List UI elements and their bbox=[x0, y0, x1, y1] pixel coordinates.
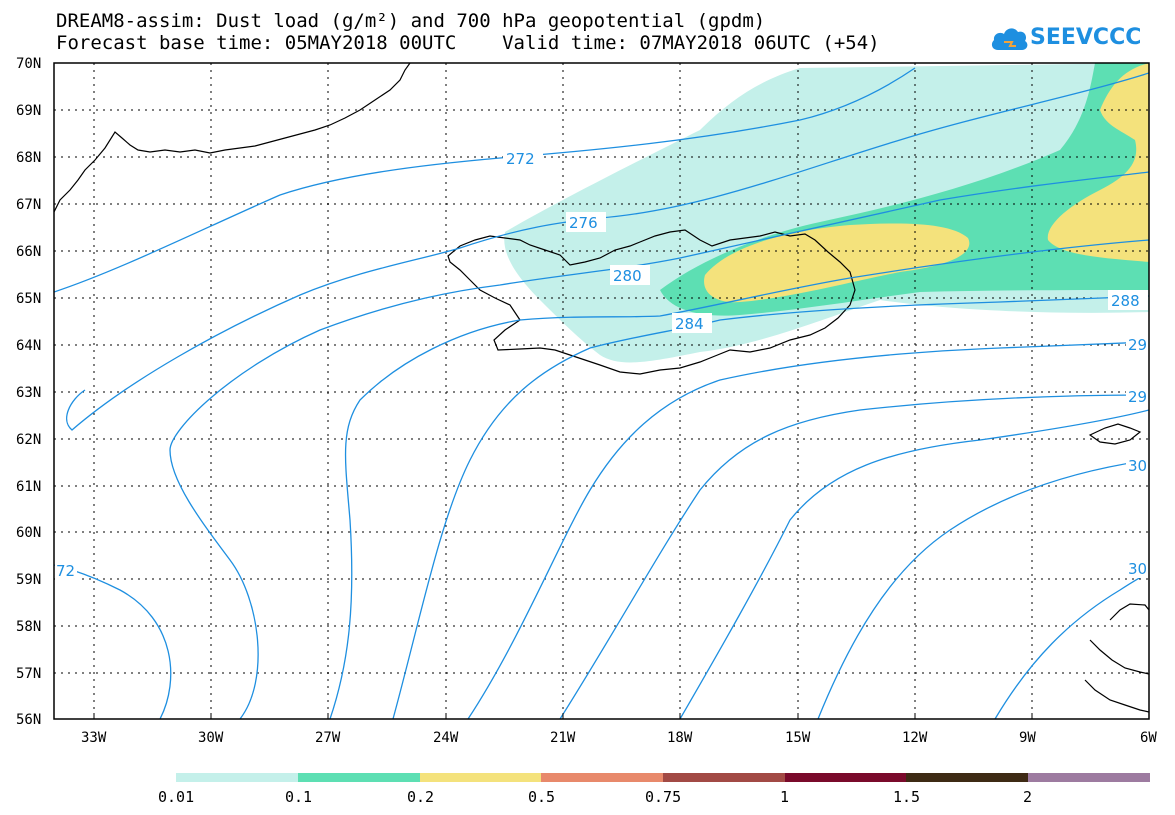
lat-label: 69N bbox=[16, 103, 41, 119]
lon-label: 9W bbox=[1019, 730, 1036, 746]
lon-label: 12W bbox=[902, 730, 928, 746]
contour-line-308 bbox=[994, 571, 1149, 719]
geopotential-contours bbox=[54, 67, 1149, 719]
legend-label: 1.5 bbox=[893, 788, 920, 806]
legend-label: 0.5 bbox=[528, 788, 555, 806]
lon-label: 21W bbox=[550, 730, 576, 746]
faroe-coast bbox=[1088, 423, 1142, 445]
greenland-coast bbox=[54, 63, 411, 213]
contour-label: 30 bbox=[1128, 560, 1147, 578]
logo-text: SEEVCCC bbox=[1030, 25, 1142, 50]
contour-line-304 bbox=[817, 459, 1149, 719]
legend-label: 0.2 bbox=[407, 788, 434, 806]
dust-area-02b bbox=[1047, 63, 1149, 262]
lat-label: 70N bbox=[16, 56, 41, 72]
contour-label: 284 bbox=[675, 315, 704, 333]
contour-label-group: 272 276 280 284 288 29 29 30 30 72 bbox=[55, 148, 1149, 580]
lat-label: 66N bbox=[16, 244, 41, 260]
legend-swatch bbox=[420, 773, 541, 782]
legend-swatch bbox=[176, 773, 298, 782]
lon-label: 33W bbox=[81, 730, 107, 746]
contour-label: 272 bbox=[506, 150, 535, 168]
lon-label: 30W bbox=[198, 730, 224, 746]
contour-line-292 bbox=[467, 341, 1149, 719]
scotland-coast bbox=[1084, 603, 1149, 713]
contour-label: 29 bbox=[1128, 336, 1147, 354]
legend-label: 0.1 bbox=[285, 788, 312, 806]
lon-label: 24W bbox=[433, 730, 459, 746]
lat-label: 59N bbox=[16, 572, 41, 588]
cloud-icon bbox=[991, 28, 1028, 50]
legend-swatch bbox=[785, 773, 906, 782]
map-frame bbox=[53, 62, 1150, 720]
lat-label: 56N bbox=[16, 712, 41, 728]
lon-labels: 33W 30W 27W 24W 21W 18W 15W 12W 9W 6W bbox=[81, 730, 1157, 746]
dust-area-02 bbox=[704, 223, 970, 303]
contour-label: 288 bbox=[1111, 292, 1140, 310]
lat-label: 60N bbox=[16, 525, 41, 541]
lat-labels: 70N 69N 68N 67N 66N 65N 64N 63N 62N 61N … bbox=[16, 56, 41, 728]
lon-label: 15W bbox=[785, 730, 811, 746]
lat-label: 61N bbox=[16, 479, 41, 495]
map-title: DREAM8-assim: Dust load (g/m²) and 700 h… bbox=[56, 10, 766, 32]
contour-label: 29 bbox=[1128, 388, 1147, 406]
lon-label: 18W bbox=[667, 730, 693, 746]
lat-label: 57N bbox=[16, 666, 41, 682]
lat-label: 64N bbox=[16, 338, 41, 354]
map-subtitle: Forecast base time: 05MAY2018 00UTC Vali… bbox=[56, 32, 880, 54]
legend-label: 0.01 bbox=[158, 788, 194, 806]
legend-swatch bbox=[541, 773, 663, 782]
lat-label: 65N bbox=[16, 291, 41, 307]
legend-swatch bbox=[1028, 773, 1150, 782]
contour-line-284 bbox=[329, 239, 1149, 719]
contour-line-296 bbox=[559, 394, 1149, 719]
contour-line-276 bbox=[66, 72, 1149, 431]
contour-label: 276 bbox=[569, 214, 598, 232]
lat-label: 67N bbox=[16, 197, 41, 213]
legend-colorbar: 0.01 0.1 0.2 0.5 0.75 1 1.5 2 bbox=[158, 773, 1150, 806]
lon-label: 6W bbox=[1140, 730, 1157, 746]
legend-swatch bbox=[663, 773, 785, 782]
lat-label: 68N bbox=[16, 150, 41, 166]
contour-label: 72 bbox=[56, 562, 75, 580]
legend-swatch bbox=[906, 773, 1028, 782]
legend-label: 2 bbox=[1023, 788, 1032, 806]
contour-label: 30 bbox=[1128, 457, 1147, 475]
legend-label: 0.75 bbox=[645, 788, 681, 806]
lon-label: 27W bbox=[315, 730, 341, 746]
contour-line-272 bbox=[54, 67, 916, 293]
lat-label: 58N bbox=[16, 619, 41, 635]
lat-label: 63N bbox=[16, 385, 41, 401]
lat-label: 62N bbox=[16, 432, 41, 448]
contour-line-300 bbox=[679, 409, 1149, 719]
iceland-coast bbox=[447, 229, 856, 375]
legend-swatch bbox=[298, 773, 420, 782]
contour-line-288 bbox=[392, 295, 1149, 719]
contour-label: 280 bbox=[613, 267, 642, 285]
tick-marks bbox=[93, 713, 1033, 719]
coastlines bbox=[54, 63, 1149, 713]
legend-label: 1 bbox=[780, 788, 789, 806]
